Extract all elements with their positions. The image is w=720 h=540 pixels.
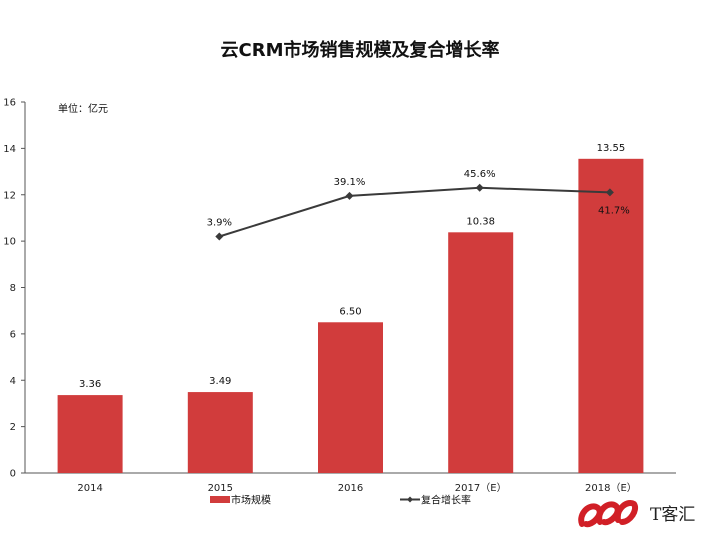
bar-value-label: 10.38 [466,216,495,227]
x-tick-label: 2018（E） [585,482,637,494]
growth-value-label: 45.6% [464,169,496,180]
growth-point [215,232,224,241]
y-tick-label: 6 [10,329,16,340]
growth-value-label: 41.7% [598,205,630,216]
x-tick-label: 2015 [208,483,233,494]
growth-point [605,188,614,197]
y-tick-label: 0 [10,469,16,480]
bar-value-label: 3.49 [209,376,231,387]
bar-value-label: 3.36 [79,379,101,390]
growth-point [475,183,484,192]
bar-value-label: 13.55 [597,143,626,154]
x-tick-label: 2014 [77,483,102,494]
bar [318,322,383,473]
y-tick-label: 8 [10,283,16,294]
bar [57,395,123,473]
legend-bar-swatch [210,496,230,503]
growth-point [345,191,354,200]
y-tick-label: 16 [3,98,16,109]
bar [578,158,644,473]
legend-bar-label: 市场规模 [231,494,271,507]
legend-line-label: 复合增长率 [421,494,471,507]
growth-value-label: 3.9% [207,217,232,228]
x-tick-label: 2016 [338,483,363,494]
unit-label: 单位：亿元 [58,102,108,115]
chart-title: 云CRM市场销售规模及复合增长率 [220,40,500,61]
data-labels: 3.36 3.49 6.50 10.38 13.55 3.9% 39.1% 45.6% 41.7… [79,143,630,390]
y-tick-label: 10 [3,237,16,248]
logo-icon [578,500,638,528]
bar-value-label: 6.50 [339,306,361,317]
bar [187,392,253,473]
y-tick-label: 12 [3,190,16,201]
growth-line-path [219,186,610,238]
logo-text: T客汇 [650,505,696,525]
y-tick-label: 4 [10,376,16,387]
legend-line-marker [407,496,413,503]
y-tick-label: 2 [10,422,16,433]
growth-value-label: 39.1% [334,177,366,188]
growth-line [215,183,614,241]
bars [57,158,644,473]
bar [448,232,514,473]
x-tick-label: 2017（E） [455,482,507,494]
axes: 0 2 4 6 8 10 12 14 16 2014 2015 2016 2017（E） 2018（E） 单… [3,98,676,494]
legend: 市场规模 复合增长率 [210,494,471,507]
y-tick-label: 14 [3,144,16,155]
